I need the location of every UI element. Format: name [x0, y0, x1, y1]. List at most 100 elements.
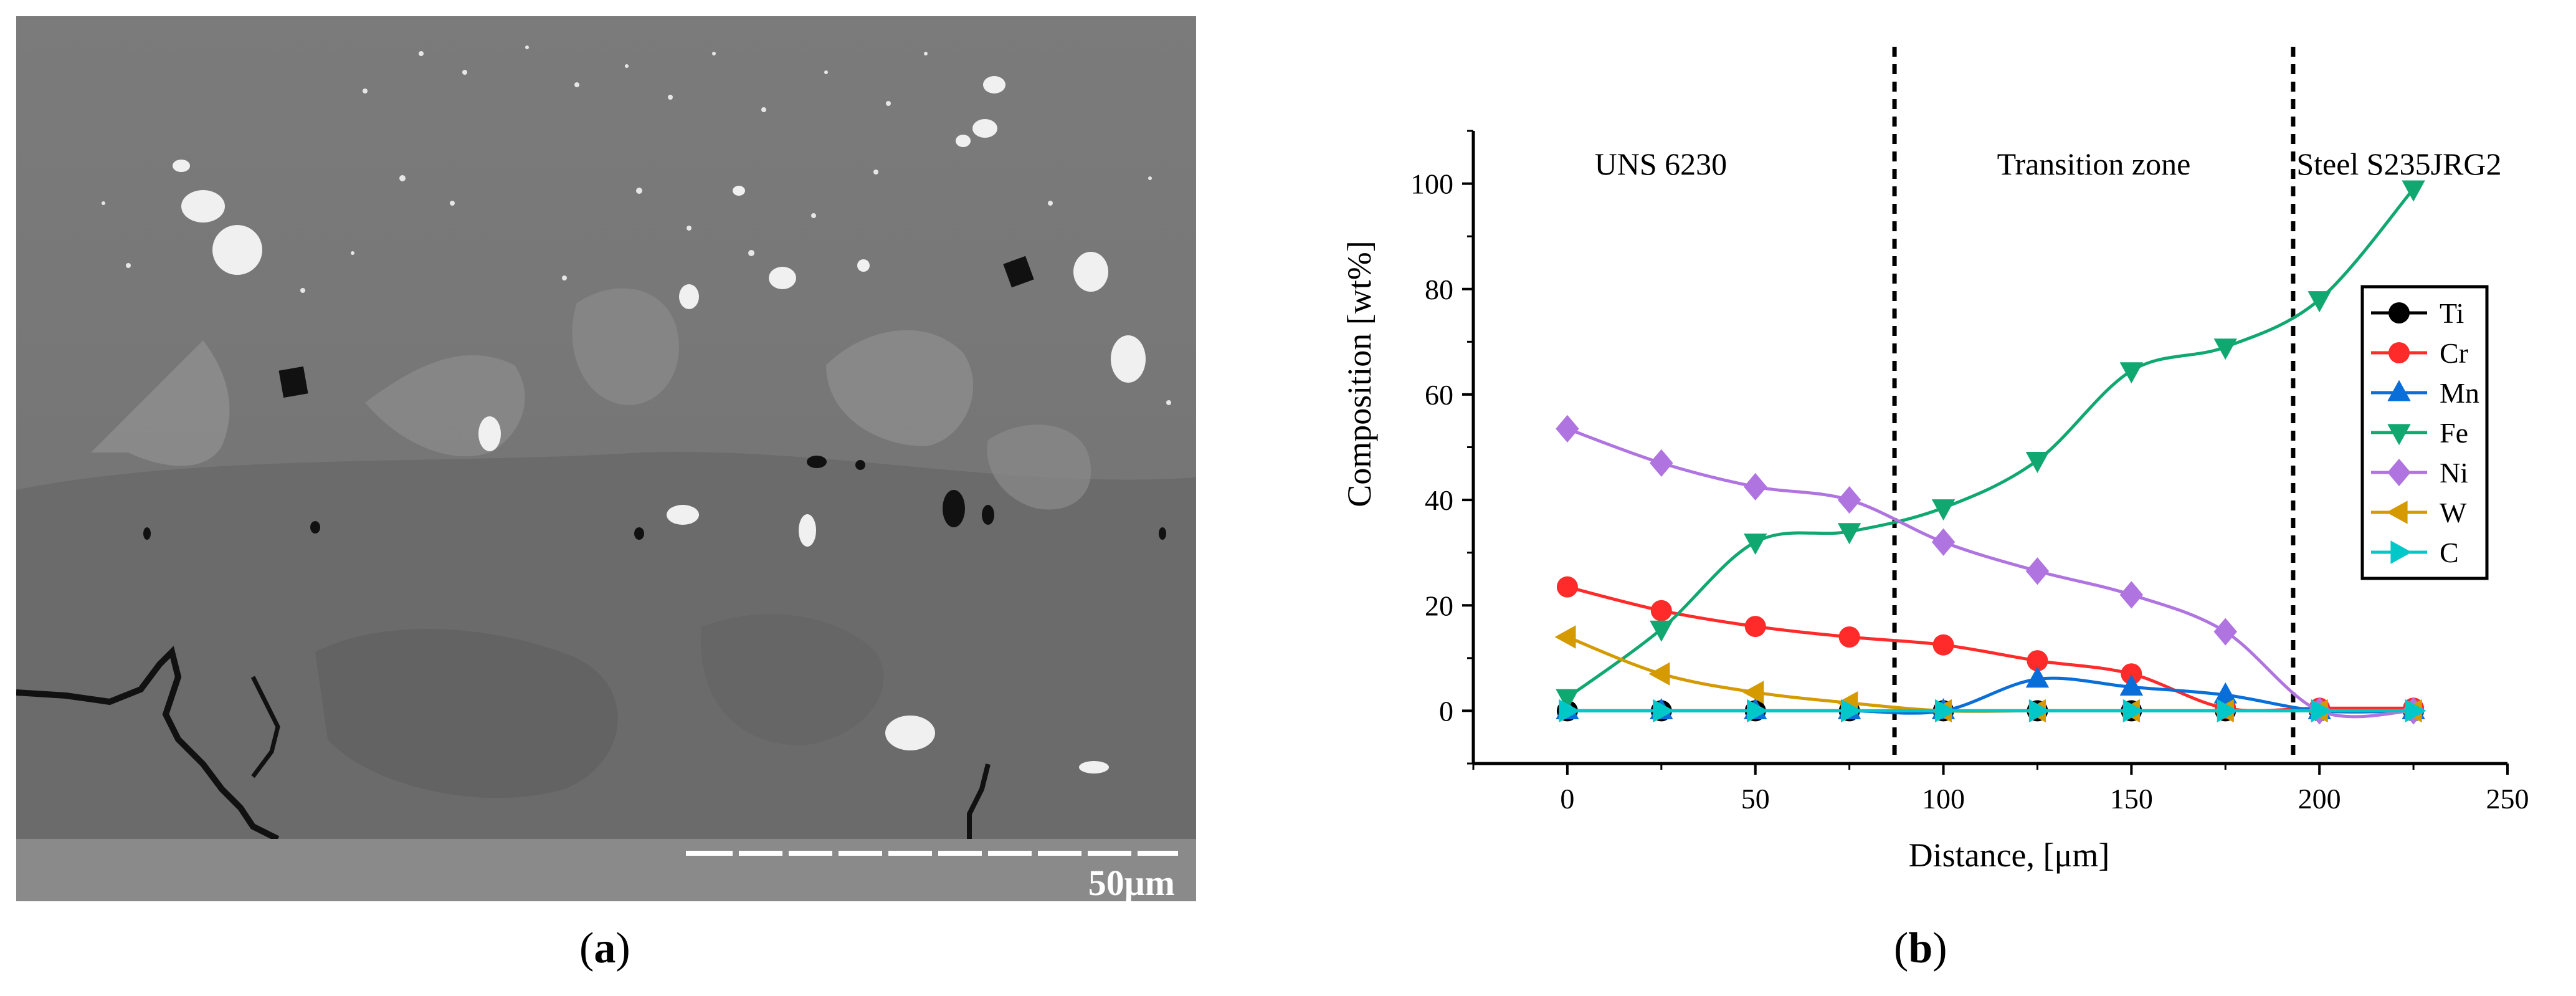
- legend-label: Ni: [2440, 457, 2468, 489]
- zone-annotation: Transition zone: [1997, 146, 2191, 181]
- x-tick-label: 200: [2298, 783, 2341, 815]
- x-tick-label: 100: [1922, 783, 1965, 815]
- x-tick-label: 150: [2110, 783, 2153, 815]
- legend-label: Ti: [2440, 297, 2464, 329]
- x-axis-label: Distance, [μm]: [1909, 836, 2110, 874]
- data-point-c: [1841, 699, 1863, 723]
- panel-b-letter: b: [1908, 924, 1933, 972]
- zone-annotations: UNS 6230 Transition zone Steel S235JRG2: [1595, 146, 2502, 181]
- data-point-cr: [2121, 663, 2142, 685]
- data-point-w: [1742, 681, 1764, 704]
- legend-label: C: [2440, 537, 2459, 568]
- legend: Ti Cr Mn Fe Ni WC: [2360, 285, 2489, 580]
- y-tick-label: 80: [1425, 274, 1453, 305]
- data-point-ni: [2213, 618, 2237, 646]
- interdendritic-phase: [987, 424, 1091, 510]
- y-tick-label: 100: [1410, 168, 1453, 200]
- darker-blotch: [315, 628, 618, 798]
- interdendritic-phase: [91, 340, 230, 466]
- data-point-fe: [2025, 452, 2050, 474]
- panel-a-letter: a: [594, 924, 616, 972]
- data-point-mn: [2025, 666, 2050, 688]
- x-tick-label: 50: [1741, 783, 1770, 815]
- y-tick-label: 20: [1425, 590, 1453, 621]
- dark-zone: [16, 452, 1196, 839]
- bright-particles: [173, 76, 1146, 773]
- sem-micrograph: 50μm: [16, 16, 1196, 901]
- composition-chart: 0 50 100 150 200 250 0 20 40 60 80 100 UNS 6230 Tran…: [1341, 47, 2529, 874]
- data-point-ni: [1931, 528, 1956, 556]
- data-point-cr: [1556, 576, 1578, 598]
- scale-bar-label: 50μm: [1088, 863, 1175, 901]
- data-point-c: [1653, 699, 1675, 723]
- zone-boundaries: [1892, 47, 2296, 764]
- interdendritic-phase: [572, 288, 679, 405]
- crack: [250, 676, 280, 778]
- data-point-ni: [1650, 449, 1673, 477]
- data-point-mn: [2213, 682, 2237, 704]
- panel-a-label: (a): [579, 924, 630, 972]
- crack: [16, 646, 280, 842]
- scale-bar-strip: [16, 839, 1196, 901]
- panel-b-label: (b): [1894, 924, 1947, 972]
- series-line-fe: [1566, 188, 2415, 699]
- legend-label: Mn: [2440, 377, 2479, 409]
- data-point-cr: [1650, 600, 1672, 621]
- data-point-cr: [1744, 616, 1766, 638]
- data-point-ni: [1744, 472, 1767, 501]
- legend-marker: [2388, 342, 2410, 363]
- dark-pores: [143, 256, 1166, 540]
- interdendritic-phase: [826, 330, 974, 446]
- data-point-fe: [1650, 620, 1673, 642]
- data-point-fe: [2213, 338, 2237, 360]
- data-point-ni: [1837, 486, 1861, 514]
- data-point-fe: [1556, 689, 1579, 711]
- zone-annotation: UNS 6230: [1595, 146, 1728, 181]
- series-line-cr: [1567, 585, 2414, 712]
- data-point-cr: [2027, 650, 2048, 672]
- data-point-c: [1559, 699, 1580, 723]
- data-point-cr: [1932, 634, 1954, 656]
- data-point-fe: [2119, 362, 2144, 384]
- data-point-c: [2405, 699, 2426, 723]
- x-tick-label: 0: [1560, 783, 1574, 815]
- series-c: [1559, 699, 2426, 723]
- y-tick-label: 0: [1439, 695, 1453, 727]
- crack: [967, 764, 991, 839]
- legend-marker: [2387, 424, 2411, 446]
- data-point-fe: [1744, 534, 1767, 555]
- y-tick-label: 40: [1425, 484, 1453, 516]
- chart-series: [1554, 180, 2426, 725]
- data-point-ni: [2025, 557, 2050, 585]
- legend-label: Fe: [2440, 417, 2468, 449]
- scale-bar: 50μm: [686, 851, 1178, 901]
- data-point-c: [1934, 699, 1956, 723]
- legend-marker: [2387, 380, 2411, 401]
- x-tick-label: 250: [2486, 783, 2529, 815]
- legend-label: Cr: [2440, 337, 2468, 369]
- data-point-ni: [1556, 414, 1579, 443]
- fine-precipitates: [102, 45, 1171, 405]
- legend-marker: [2390, 540, 2412, 564]
- series-line-w: [1566, 635, 2414, 713]
- data-point-cr: [1838, 626, 1860, 648]
- darker-blotch: [701, 614, 884, 745]
- data-point-c: [2311, 699, 2332, 723]
- series-line-ni: [1567, 427, 2414, 719]
- data-point-w: [1554, 625, 1576, 649]
- chart-frame: 0 50 100 150 200 250 0 20 40 60 80 100: [1410, 130, 2529, 815]
- data-point-ni: [2119, 581, 2144, 609]
- y-axis-label: Composition [wt%]: [1341, 241, 1378, 507]
- legend-marker: [2386, 500, 2408, 524]
- data-point-fe: [2402, 180, 2425, 202]
- data-point-fe: [1837, 523, 1861, 545]
- zone-annotation: Steel S235JRG2: [2296, 146, 2501, 181]
- legend-marker: [2388, 302, 2410, 323]
- data-point-mn: [2119, 674, 2144, 696]
- data-point-c: [2028, 699, 2050, 723]
- series-fe: [1556, 180, 2425, 711]
- data-point-c: [2217, 699, 2238, 723]
- data-point-fe: [2307, 291, 2331, 313]
- data-point-w: [1648, 662, 1670, 686]
- y-tick-label: 60: [1425, 379, 1453, 411]
